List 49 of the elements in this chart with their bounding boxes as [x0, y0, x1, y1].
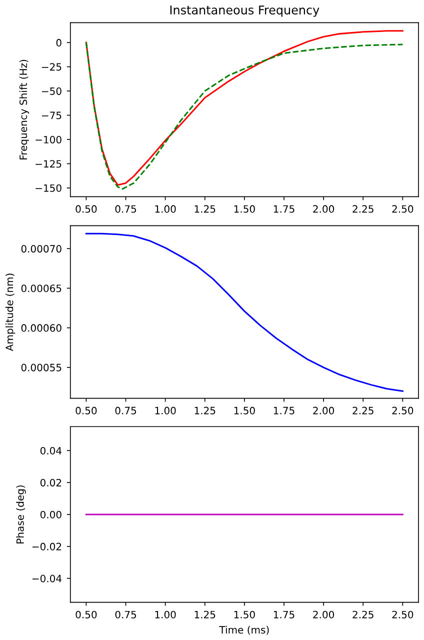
y-axis-title: Frequency Shift (Hz)	[19, 60, 30, 160]
y-tick-label: −75	[42, 112, 62, 120]
x-tick-label: 2.25	[352, 406, 374, 414]
y-tick-label: 0.00070	[21, 245, 62, 253]
x-tick-label: 2.50	[392, 406, 414, 414]
x-tick-label: 1.75	[274, 406, 294, 414]
x-tick-label: 0.75	[115, 610, 136, 618]
y-tick-label: 0.00065	[21, 284, 62, 292]
x-tick-label: 1.50	[234, 205, 255, 213]
y-tick-label: 0	[56, 38, 62, 46]
line-series	[85, 232, 404, 392]
y-axis-title: Phase (deg)	[16, 485, 26, 544]
x-tick-label: 0.50	[76, 406, 97, 414]
y-tick-label: −150	[36, 184, 62, 192]
x-tick-label: 1.75	[274, 205, 294, 213]
x-tick-label: 2.00	[313, 610, 334, 618]
x-tick-label: 1.00	[155, 205, 176, 213]
x-tick-label: 1.00	[155, 610, 176, 618]
x-tick-label: 2.50	[392, 610, 414, 618]
y-tick-label: 0.00	[40, 510, 62, 518]
y-tick-label: 0.00055	[21, 364, 62, 372]
x-axis-title: Time (ms)	[219, 626, 269, 635]
x-tick-label: 1.00	[155, 406, 176, 414]
y-tick-label: −0.02	[32, 542, 62, 550]
y-tick-label: −100	[36, 136, 62, 144]
y-tick-label: 0.02	[40, 478, 62, 486]
x-tick-label: 0.50	[76, 205, 97, 213]
y-axis-title: Amplitude (nm)	[5, 274, 16, 352]
x-tick-label: 2.00	[313, 406, 334, 414]
y-tick-label: −50	[42, 87, 62, 95]
x-tick-label: 1.75	[274, 610, 294, 618]
x-tick-label: 2.00	[313, 205, 334, 213]
x-tick-label: 1.25	[194, 406, 216, 414]
x-tick-label: 1.50	[234, 406, 255, 414]
x-tick-label: 2.25	[352, 610, 374, 618]
chart-title: Instantaneous Frequency	[170, 6, 320, 17]
y-tick-label: −25	[42, 63, 62, 71]
x-tick-label: 1.25	[194, 610, 216, 618]
y-tick-label: −0.04	[32, 574, 62, 582]
x-tick-label: 1.50	[234, 610, 255, 618]
y-tick-label: −125	[36, 160, 62, 168]
y-tick-label: 0.00060	[21, 324, 62, 332]
x-tick-label: 0.50	[76, 610, 97, 618]
x-tick-label: 2.25	[352, 205, 374, 213]
y-tick-label: 0.04	[40, 446, 62, 455]
x-tick-label: 1.25	[194, 205, 216, 213]
x-tick-label: 0.75	[115, 205, 136, 213]
x-tick-label: 2.50	[392, 205, 414, 213]
x-tick-label: 0.75	[115, 406, 136, 414]
